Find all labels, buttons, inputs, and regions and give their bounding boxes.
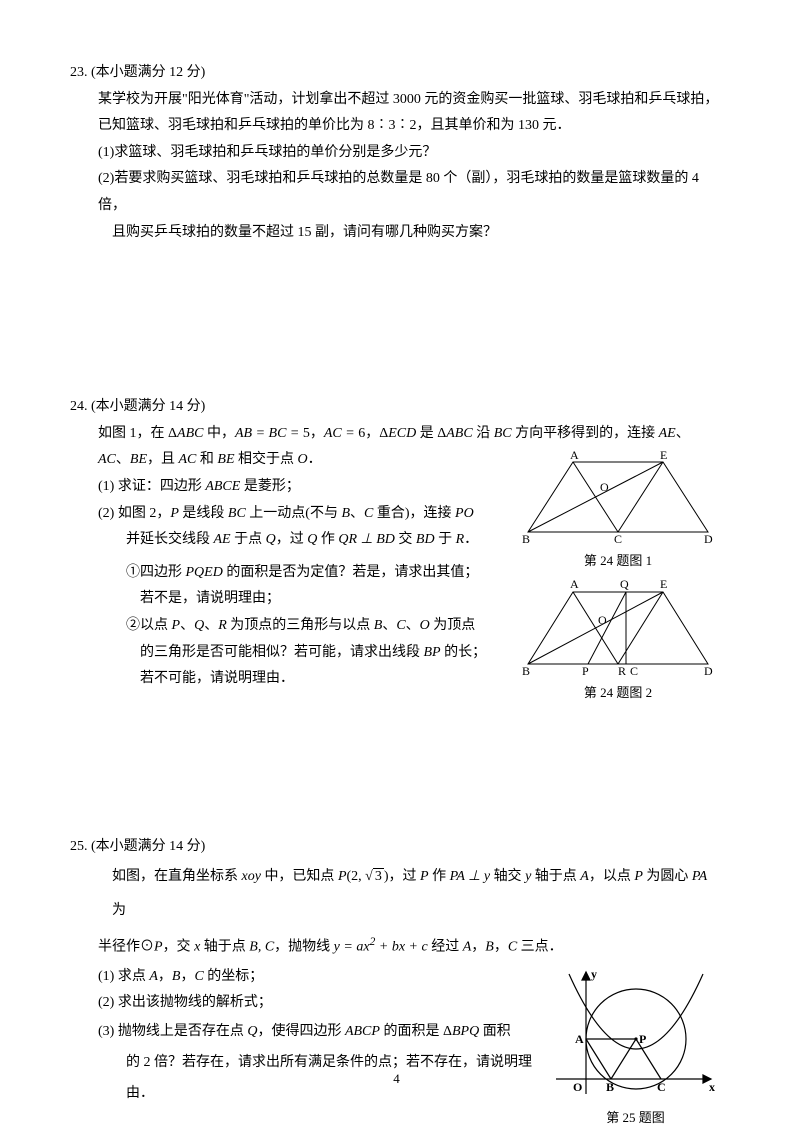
svg-text:y: y (591, 967, 597, 981)
q24-caption-1: 第 24 题图 1 (513, 549, 723, 574)
q24-s1: ①四边形 PQED 的面积是否为定值？若是，请求出其值； (70, 560, 513, 587)
q23-points: (本小题满分 12 分) (91, 65, 205, 80)
svg-text:Q: Q (620, 577, 629, 591)
q25-num: 25. (70, 834, 88, 861)
q23-l3: (1)求篮球、羽毛球拍和乒乓球拍的单价分别是多少元？ (70, 140, 723, 167)
q24-p2: (2) 如图 2，P 是线段 BC 上一动点(不与 B、C 重合)，连接 PO (70, 501, 513, 528)
svg-text:A: A (575, 1032, 584, 1046)
svg-text:B: B (522, 664, 530, 678)
q24-figure-2: A Q E B P RC D O (518, 574, 718, 679)
q23-head: 23. (本小题满分 12 分) (70, 60, 723, 87)
q24-s3: 的三角形是否可能相似？若可能，请求出线段 BP 的长； (70, 640, 513, 667)
svg-text:C: C (614, 532, 622, 546)
q24-l2: AC、BE，且 AC 和 BE 相交于点 O． (70, 447, 513, 474)
q24-s3b: 若不可能，请说明理由． (70, 666, 513, 693)
q24-caption-2: 第 24 题图 2 (513, 681, 723, 706)
q25-p1: (1) 求点 A，B，C 的坐标； (70, 964, 548, 991)
q24-s2: ②以点 P、Q、R 为顶点的三角形与以点 B、C、O 为顶点 (70, 613, 513, 640)
svg-text:O: O (598, 613, 607, 627)
question-24: 24. (本小题满分 14 分) 如图 1，在 ΔABC 中，AB = BC =… (70, 394, 723, 706)
q24-points: (本小题满分 14 分) (91, 399, 205, 414)
svg-text:D: D (704, 532, 713, 546)
q24-p3: 并延长交线段 AE 于点 Q，过 Q 作 QR ⊥ BD 交 BD 于 R． (70, 527, 513, 554)
svg-text:A: A (570, 448, 579, 462)
q23-l4: (2)若要求购买篮球、羽毛球拍和乒乓球拍的总数量是 80 个（副），羽毛球拍的数… (70, 166, 723, 219)
svg-text:A: A (570, 577, 579, 591)
svg-text:D: D (704, 664, 713, 678)
q25-points: (本小题满分 14 分) (91, 839, 205, 854)
svg-text:E: E (660, 448, 667, 462)
q25-p2: (2) 求出该抛物线的解析式； (70, 990, 548, 1017)
svg-text:B: B (522, 532, 530, 546)
q25-l1: 如图，在直角坐标系 xoy 中，已知点 P(2, √3)，过 P 作 PA ⊥ … (70, 860, 723, 927)
question-23: 23. (本小题满分 12 分) 某学校为开展"阳光体育"活动，计划拿出不超过 … (70, 60, 723, 246)
svg-text:P: P (582, 664, 589, 678)
q24-l1: 如图 1，在 ΔABC 中，AB = BC = 5，AC = 6，ΔECD 是 … (70, 421, 723, 448)
q25-l2: 半径作⊙P，交 x 轴于点 B, C，抛物线 y = ax2 + bx + c … (70, 928, 723, 964)
page-number: 4 (0, 1067, 793, 1092)
q24-p1: (1) 求证：四边形 ABCE 是菱形； (70, 474, 513, 501)
q25-caption: 第 25 题图 (548, 1106, 723, 1130)
q23-num: 23. (70, 60, 88, 87)
svg-text:P: P (639, 1032, 646, 1046)
q24-figure-1: A E B C D O (518, 447, 718, 547)
q23-l1: 某学校为开展"阳光体育"活动，计划拿出不超过 3000 元的资金购买一批篮球、羽… (70, 87, 723, 114)
q23-l5: 且购买乒乓球拍的数量不超过 15 副，请问有哪几种购买方案？ (70, 220, 723, 247)
svg-text:O: O (600, 480, 609, 494)
q24-head: 24. (本小题满分 14 分) (70, 394, 723, 421)
svg-text:E: E (660, 577, 667, 591)
q24-s1b: 若不是，请说明理由； (70, 586, 513, 613)
q24-num: 24. (70, 394, 88, 421)
svg-text:C: C (630, 664, 638, 678)
q25-p3: (3) 抛物线上是否存在点 Q，使得四边形 ABCP 的面积是 ΔBPQ 面积 (70, 1017, 548, 1048)
q25-head: 25. (本小题满分 14 分) (70, 834, 723, 861)
svg-text:R: R (618, 664, 626, 678)
q23-l2: 已知篮球、羽毛球拍和乒乓球拍的单价比为 8∶3∶2，且其单价和为 130 元． (70, 113, 723, 140)
